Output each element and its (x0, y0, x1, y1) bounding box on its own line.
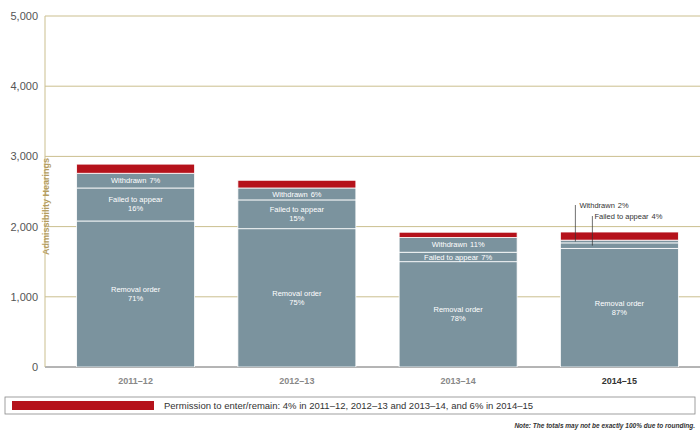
callout-label: Withdrawn 2% (579, 201, 629, 210)
legend-box (5, 397, 695, 414)
tick-label: 5,000 (10, 10, 38, 22)
grid-line (45, 16, 700, 17)
tick-label: 4,000 (10, 80, 38, 92)
bar-segment (560, 243, 678, 248)
segment-percent: 87% (612, 308, 627, 317)
bars (77, 164, 679, 367)
tick-label: 1,000 (10, 291, 38, 303)
category-label: 2011–12 (118, 376, 153, 386)
note: Note: The totals may not be exactly 100%… (514, 422, 695, 430)
legend-swatch (12, 401, 154, 410)
segment-name: Failed to appear (424, 253, 479, 262)
bar-segment (399, 232, 517, 237)
bar-segment (77, 164, 195, 173)
segment-name: Removal order (111, 285, 161, 294)
segment-percent: 16% (128, 204, 143, 213)
segment-name: Removal order (595, 299, 645, 308)
tick-label: 3,000 (10, 150, 38, 162)
segment-name: Withdrawn (579, 201, 614, 210)
category-label: 2012–13 (279, 376, 314, 386)
segment-percent: 71% (128, 294, 143, 303)
segment-name: Removal order (434, 305, 484, 314)
segment-percent: 2% (618, 201, 629, 210)
segment-percent: 7% (481, 253, 492, 262)
segment-label: Failed to appear16% (109, 195, 164, 213)
grid-line (45, 86, 700, 87)
segment-name: Withdrawn (432, 240, 467, 249)
grid-line (45, 156, 700, 157)
callout-line (575, 205, 576, 242)
bar-segment (238, 229, 356, 367)
segment-name: Failed to appear (270, 205, 325, 214)
bar-segment (560, 232, 678, 240)
callout-label: Failed to appear4% (594, 212, 662, 221)
segment-name: Withdrawn (111, 176, 146, 185)
bar-segment (77, 173, 195, 188)
segment-percent: 78% (451, 314, 466, 323)
segment-label: Withdrawn7% (111, 176, 161, 185)
bar-segment (399, 252, 517, 261)
chart: 0 1,000 2,000 3,000 4,000 5,000 Admissibility … (0, 0, 700, 435)
category-label: 2013–14 (441, 376, 476, 386)
segment-percent: 15% (289, 214, 304, 223)
segment-label: Removal order71% (111, 285, 161, 303)
bar-segment (399, 237, 517, 252)
bar-segment (238, 180, 356, 188)
segment-percent: 6% (311, 190, 322, 199)
bar-segment (238, 200, 356, 229)
bar-segment (77, 221, 195, 367)
tick-label: 0 (32, 361, 38, 373)
segment-percent: 7% (149, 176, 160, 185)
bar-segment (560, 248, 678, 367)
bar-segment (399, 262, 517, 367)
bar-segment (77, 188, 195, 221)
bar-labels: Removal order71%Failed to appear16%Withd… (109, 176, 663, 323)
legend-label: Permission to enter/remain: 4% in 2011–1… (164, 400, 533, 411)
segment-label: Removal order78% (434, 305, 484, 323)
bar-segment (560, 240, 678, 243)
segment-label: Failed to appear15% (270, 205, 325, 223)
segment-label: Removal order87% (595, 299, 645, 317)
segment-percent: 75% (289, 298, 304, 307)
segment-label: Withdrawn 6% (272, 190, 322, 199)
segment-label: Removal order75% (272, 289, 322, 307)
bar-segment (238, 188, 356, 200)
segment-label: Withdrawn11% (432, 240, 485, 249)
segment-name: Failed to appear (109, 195, 164, 204)
segment-percent: 11% (470, 240, 485, 249)
category-label: 2014–15 (602, 376, 637, 386)
y-axis-label: Admissibility Hearings (41, 158, 51, 255)
segment-name: Failed to appear (594, 212, 649, 221)
segment-percent: 4% (652, 212, 663, 221)
callout-line (592, 216, 593, 246)
segment-label: Failed to appear7% (424, 253, 492, 262)
segment-name: Withdrawn (272, 190, 307, 199)
tick-label: 2,000 (10, 221, 38, 233)
segment-name: Removal order (272, 289, 322, 298)
